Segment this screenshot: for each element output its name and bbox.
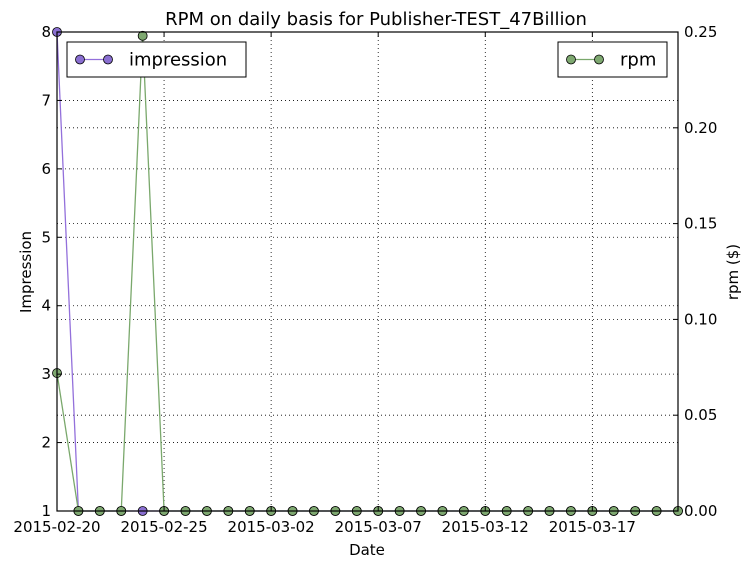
y-axis-label-left: Impression (17, 231, 35, 313)
y-tick-label-left: 7 (41, 91, 51, 109)
x-tick-label: 2015-02-25 (120, 518, 207, 536)
legend-marker (566, 54, 576, 65)
plot-frame (56, 31, 679, 512)
y-tick-label-right: 0.00 (684, 502, 717, 520)
x-axis-label: Date (349, 541, 385, 559)
x-tick-label: 2015-03-02 (228, 518, 315, 536)
y-tick-label-left: 2 (41, 434, 51, 452)
x-tick-label: 2015-02-20 (13, 518, 100, 536)
x-tick-label: 2015-03-07 (335, 518, 422, 536)
y-tick-label-right: 0.10 (684, 310, 717, 328)
y-tick-label-right: 0.15 (684, 215, 717, 233)
y-tick-label-right: 0.20 (684, 119, 717, 137)
x-tick-label: 2015-03-17 (549, 518, 636, 536)
chart-title: RPM on daily basis for Publisher-TEST_47… (165, 9, 587, 30)
y-tick-label-left: 6 (41, 160, 51, 178)
y-tick-label-right: 0.05 (684, 406, 717, 424)
legend-marker (594, 54, 604, 65)
legend-label: rpm (620, 50, 656, 71)
ticks: 2015-02-20 2015-02-25 2015-03-02 2015-03-07… (13, 23, 717, 536)
legends: impression rpm (66, 41, 668, 78)
legend-impression: impression (66, 41, 247, 78)
series-rpm (52, 30, 683, 516)
series-line-rpm (56, 35, 678, 512)
y-tick-label-left: 8 (41, 23, 51, 41)
legend-label: impression (129, 50, 227, 71)
y-tick-label-left: 1 (41, 502, 51, 520)
legend-marker (75, 54, 85, 65)
legend-marker (103, 54, 113, 65)
x-tick-label: 2015-03-12 (442, 518, 529, 536)
y-tick-label-left: 5 (41, 228, 51, 246)
y-axis-label-right: rpm ($) (724, 244, 742, 300)
legend-rpm: rpm (557, 41, 668, 78)
data-point-rpm (137, 30, 148, 41)
y-tick-label-left: 4 (41, 297, 51, 315)
series-line-impression (56, 31, 678, 512)
y-tick-label-right: 0.25 (684, 23, 717, 41)
series-layer (52, 27, 683, 516)
series-impression (52, 27, 683, 516)
grid (57, 32, 678, 511)
y-tick-label-left: 3 (41, 365, 51, 383)
